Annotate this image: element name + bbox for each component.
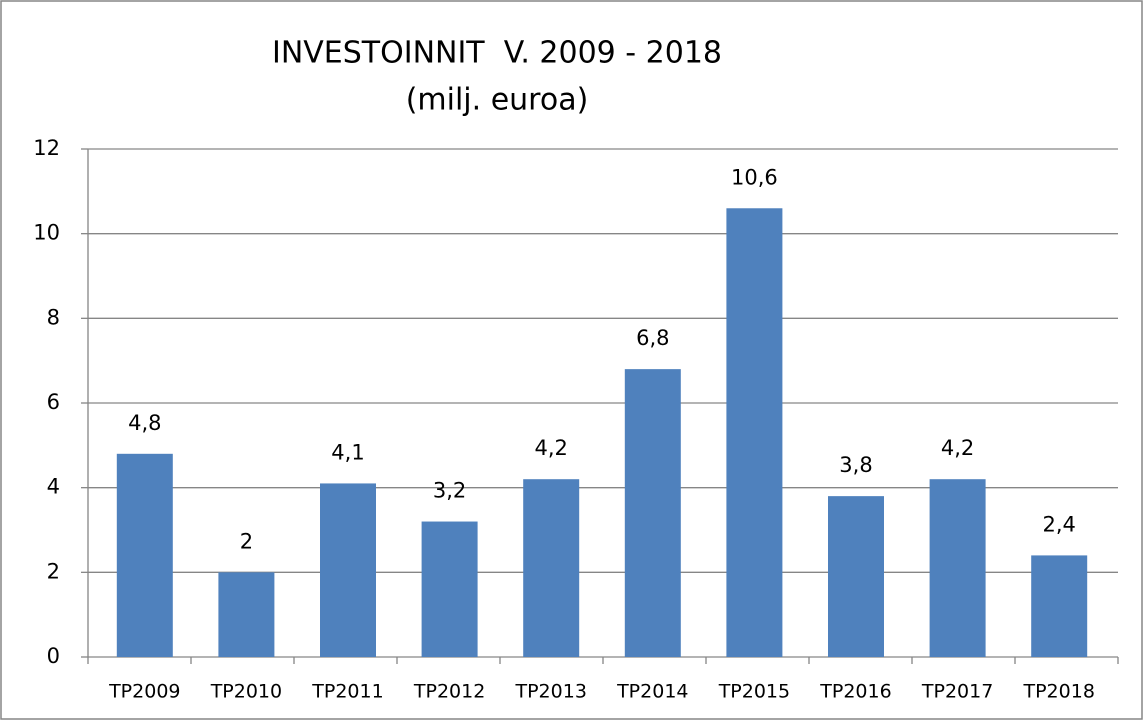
y-tick-label: 6 (47, 390, 60, 414)
data-label: 10,6 (731, 165, 778, 189)
x-tick-label: TP2010 (210, 681, 282, 703)
data-label: 2,4 (1042, 512, 1075, 536)
x-tick-label: TP2012 (413, 681, 485, 703)
x-tick-label: TP2016 (819, 681, 891, 703)
bar (624, 369, 681, 657)
chart-title: INVESTOINNIT V. 2009 - 2018 (272, 36, 722, 71)
chart-subtitle: (milj. euroa) (406, 83, 589, 118)
bar (421, 521, 478, 657)
bar (929, 479, 986, 657)
data-label: 4,8 (128, 411, 161, 435)
data-label: 4,2 (941, 436, 974, 460)
x-tick-label: TP2018 (1022, 681, 1094, 703)
y-tick-label: 4 (47, 475, 60, 499)
x-tick-label: TP2014 (616, 681, 688, 703)
data-label: 6,8 (636, 326, 669, 350)
data-label: 4,1 (331, 440, 364, 464)
data-label: 4,2 (534, 436, 567, 460)
x-tick-label: TP2009 (108, 681, 180, 703)
bar (828, 496, 884, 657)
y-tick-label: 8 (47, 305, 60, 329)
x-tick-label: TP2017 (921, 681, 993, 703)
bar (320, 483, 376, 657)
bar (218, 572, 275, 657)
bar (523, 479, 580, 657)
bar (116, 453, 173, 657)
y-tick-label: 2 (47, 559, 60, 583)
data-label: 3,2 (433, 479, 466, 503)
x-tick-label: TP2013 (514, 681, 586, 703)
x-tick-label: TP2011 (311, 681, 383, 703)
data-label: 3,8 (839, 453, 872, 477)
y-tick-label: 10 (33, 221, 60, 245)
bar (726, 208, 783, 657)
data-label: 2 (240, 529, 253, 553)
bar (1031, 555, 1088, 657)
y-tick-label: 12 (33, 136, 60, 160)
y-tick-label: 0 (47, 644, 60, 668)
x-tick-label: TP2015 (718, 681, 790, 703)
